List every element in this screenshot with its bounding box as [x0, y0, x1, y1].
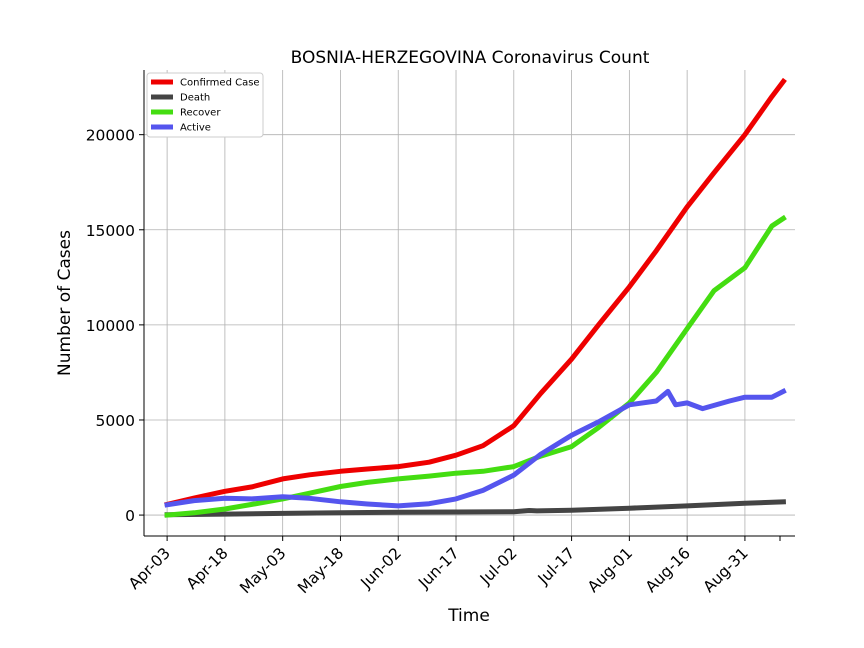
- chart-title: BOSNIA-HERZEGOVINA Coronavirus Count: [291, 48, 650, 68]
- series-line-confirmed-case: [164, 77, 787, 508]
- x-tick-label: Aug-01: [584, 544, 636, 596]
- x-tick-label: Jun-02: [357, 544, 405, 592]
- legend: Confirmed Case Death Recover Active: [146, 72, 264, 138]
- axes: [143, 70, 795, 537]
- ticks: Apr-03 Apr-18 May-03 May-18 Jun-02 Jun-17 Jul-…: [86, 127, 781, 597]
- series-line-active: [164, 388, 787, 509]
- series-lines: [164, 77, 787, 518]
- legend-label: Death: [180, 93, 210, 104]
- x-axis-label: Time: [447, 606, 490, 626]
- legend-label: Recover: [180, 108, 221, 119]
- x-tick-label: May-18: [294, 544, 347, 597]
- y-tick-label: 5000: [96, 412, 135, 430]
- series-line-death: [164, 499, 786, 518]
- x-tick-label: Jun-17: [414, 544, 462, 592]
- y-tick-label: 15000: [86, 222, 135, 240]
- legend-label: Confirmed Case: [180, 78, 260, 89]
- x-tick-label: Aug-16: [642, 544, 694, 596]
- x-tick-label: Aug-31: [700, 544, 752, 596]
- y-tick-label: 0: [125, 507, 135, 525]
- x-tick-label: Apr-03: [125, 544, 174, 593]
- grid-lines: [144, 70, 795, 536]
- x-tick-label: Apr-18: [183, 544, 232, 593]
- y-tick-label: 20000: [86, 127, 135, 145]
- y-axis-label: Number of Cases: [55, 230, 75, 376]
- y-tick-label: 10000: [86, 317, 135, 335]
- x-tick-label: May-03: [236, 544, 289, 597]
- series-line-recover: [164, 214, 787, 518]
- legend-frame: [146, 72, 264, 138]
- legend-label: Active: [180, 123, 211, 134]
- x-tick-label: Jul-17: [534, 544, 579, 589]
- x-tick-label: Jul-02: [476, 544, 521, 589]
